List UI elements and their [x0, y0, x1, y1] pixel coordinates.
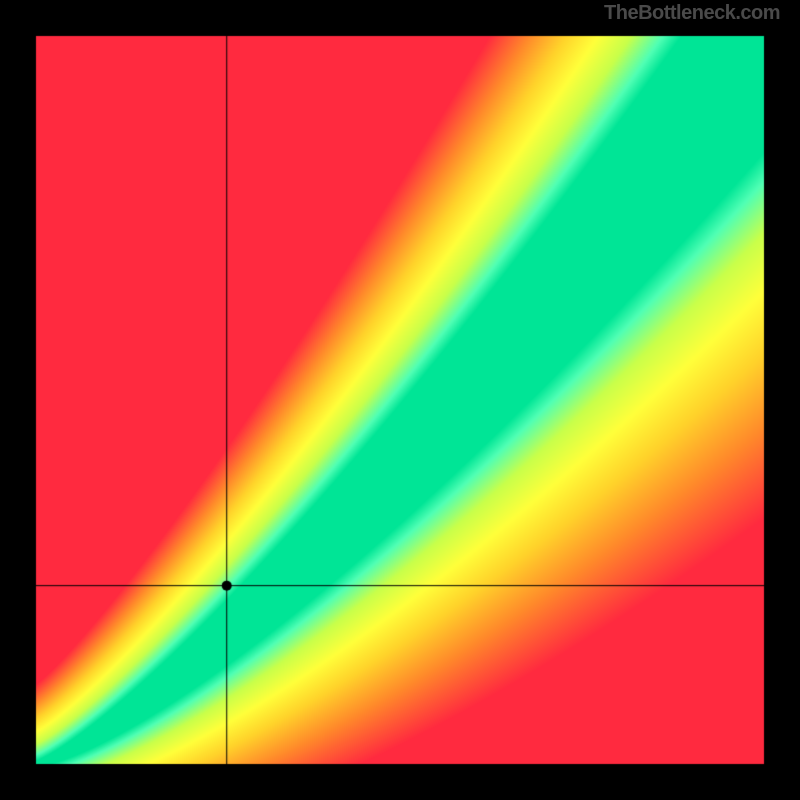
bottleneck-heatmap	[0, 0, 800, 800]
chart-container: TheBottleneck.com	[0, 0, 800, 800]
watermark-text: TheBottleneck.com	[604, 2, 780, 25]
